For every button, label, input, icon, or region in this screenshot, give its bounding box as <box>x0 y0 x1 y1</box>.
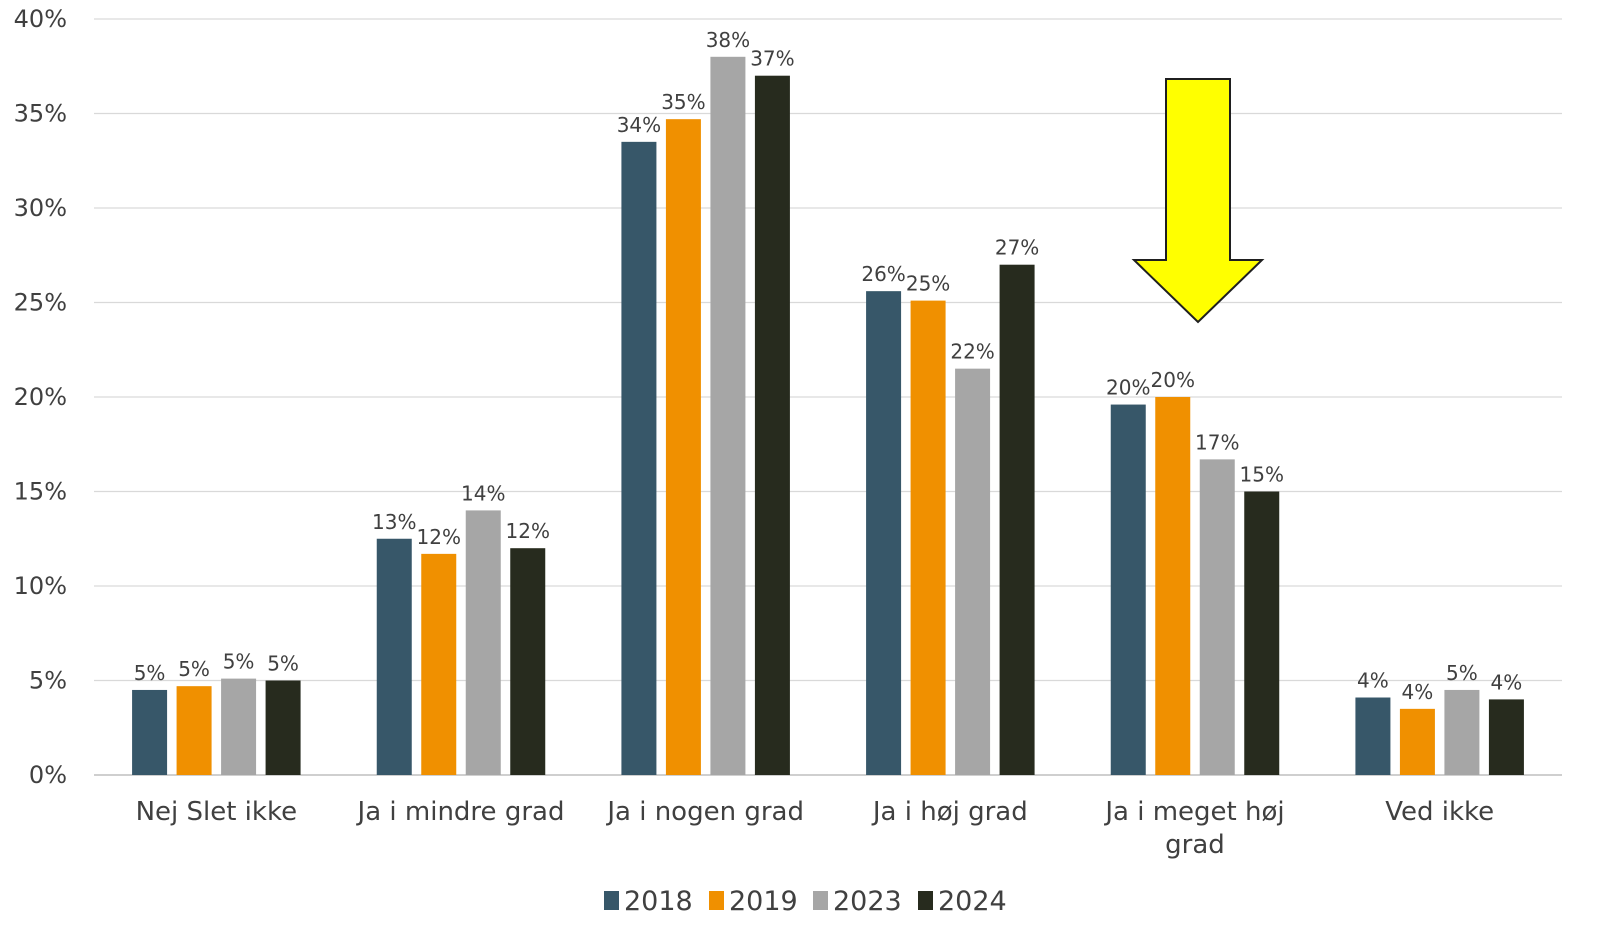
legend: 2018 2019 2023 2024 <box>604 886 1007 917</box>
data-label: 35% <box>661 90 705 114</box>
bar-2023 <box>1444 689 1480 775</box>
data-label: 22% <box>950 340 994 364</box>
data-label: 20% <box>1106 376 1150 400</box>
legend-swatch-2018 <box>604 891 619 910</box>
data-label: 12% <box>506 519 550 543</box>
bar-2024 <box>754 75 790 775</box>
x-category-label: Nej Slet ikke <box>136 797 298 827</box>
bar-2023 <box>710 56 746 776</box>
legend-label-2024: 2024 <box>938 886 1007 917</box>
data-label: 17% <box>1195 430 1239 454</box>
y-tick-label: 10% <box>14 572 67 600</box>
data-label: 5% <box>223 650 255 674</box>
data-label: 4% <box>1357 669 1389 693</box>
bar-2019 <box>1399 708 1435 775</box>
x-category-label: Ja i meget høj grad <box>1103 797 1284 860</box>
bar-2018 <box>132 689 168 775</box>
y-tick-label: 0% <box>29 761 67 789</box>
bar-2023 <box>465 510 501 775</box>
legend-label-2019: 2019 <box>729 886 798 917</box>
bars <box>132 56 1524 776</box>
bar-2019 <box>421 553 457 775</box>
data-label: 4% <box>1491 670 1523 694</box>
data-label: 26% <box>861 262 905 286</box>
bar-2024 <box>510 548 546 775</box>
bar-2019 <box>1155 397 1191 775</box>
bar-2018 <box>866 291 902 775</box>
data-label: 15% <box>1240 463 1284 487</box>
data-labels: 5% 5% 5% 5%13%12%14%12%34%35%38%37%26% 25%22… <box>134 28 1523 704</box>
y-tick-label: 30% <box>14 194 67 222</box>
data-label: 5% <box>134 661 166 685</box>
y-tick-label: 20% <box>14 383 67 411</box>
data-label: 5% <box>178 657 210 681</box>
bar-2024 <box>265 680 301 775</box>
bar-2024 <box>1488 699 1524 775</box>
data-label: 34% <box>617 113 661 137</box>
data-label: 27% <box>995 236 1039 260</box>
y-axis-tick-labels: 0% 5% 10% 15% 20% 25% 30% 35% 40% <box>14 5 67 789</box>
bar-2023 <box>1199 459 1235 775</box>
data-label: 5% <box>1446 661 1478 685</box>
down-arrow-icon <box>1131 78 1265 324</box>
legend-swatch-2019 <box>709 891 724 910</box>
data-label: 20% <box>1151 368 1195 392</box>
x-axis-category-labels: Nej Slet ikke Ja i mindre grad Ja i nogen … <box>136 797 1495 860</box>
x-category-label: Ja i mindre grad <box>356 797 565 827</box>
bar-2018 <box>376 538 412 775</box>
data-label: 4% <box>1402 680 1434 704</box>
legend-swatch-2024 <box>918 891 933 910</box>
y-tick-label: 15% <box>14 478 67 506</box>
data-label: 14% <box>461 481 505 505</box>
bar-2024 <box>999 264 1035 775</box>
gridlines <box>94 18 1562 776</box>
bar-2019 <box>665 119 701 776</box>
data-label: 13% <box>372 510 416 534</box>
bar-2023 <box>221 678 257 775</box>
y-tick-label: 40% <box>14 5 67 33</box>
bar-2018 <box>1110 404 1146 775</box>
bar-2019 <box>910 300 946 775</box>
bar-2018 <box>1355 697 1391 775</box>
legend-label-2018: 2018 <box>624 886 693 917</box>
data-label: 5% <box>267 652 299 676</box>
y-tick-label: 5% <box>29 667 67 695</box>
data-label: 37% <box>750 47 794 71</box>
bar-2018 <box>621 141 657 776</box>
y-tick-label: 35% <box>14 100 67 128</box>
data-label: 12% <box>417 525 461 549</box>
bar-2019 <box>176 686 212 775</box>
legend-swatch-2023 <box>813 891 828 910</box>
annotation-arrow <box>1131 78 1265 324</box>
x-category-label: Ved ikke <box>1385 797 1494 827</box>
data-label: 25% <box>906 272 950 296</box>
bar-2023 <box>955 368 991 775</box>
y-tick-label: 25% <box>14 289 67 317</box>
data-label: 38% <box>706 28 750 52</box>
legend-label-2023: 2023 <box>833 886 902 917</box>
x-category-label: Ja i høj grad <box>871 797 1028 827</box>
bar-2024 <box>1244 491 1280 775</box>
x-category-label: Ja i nogen grad <box>605 797 804 827</box>
